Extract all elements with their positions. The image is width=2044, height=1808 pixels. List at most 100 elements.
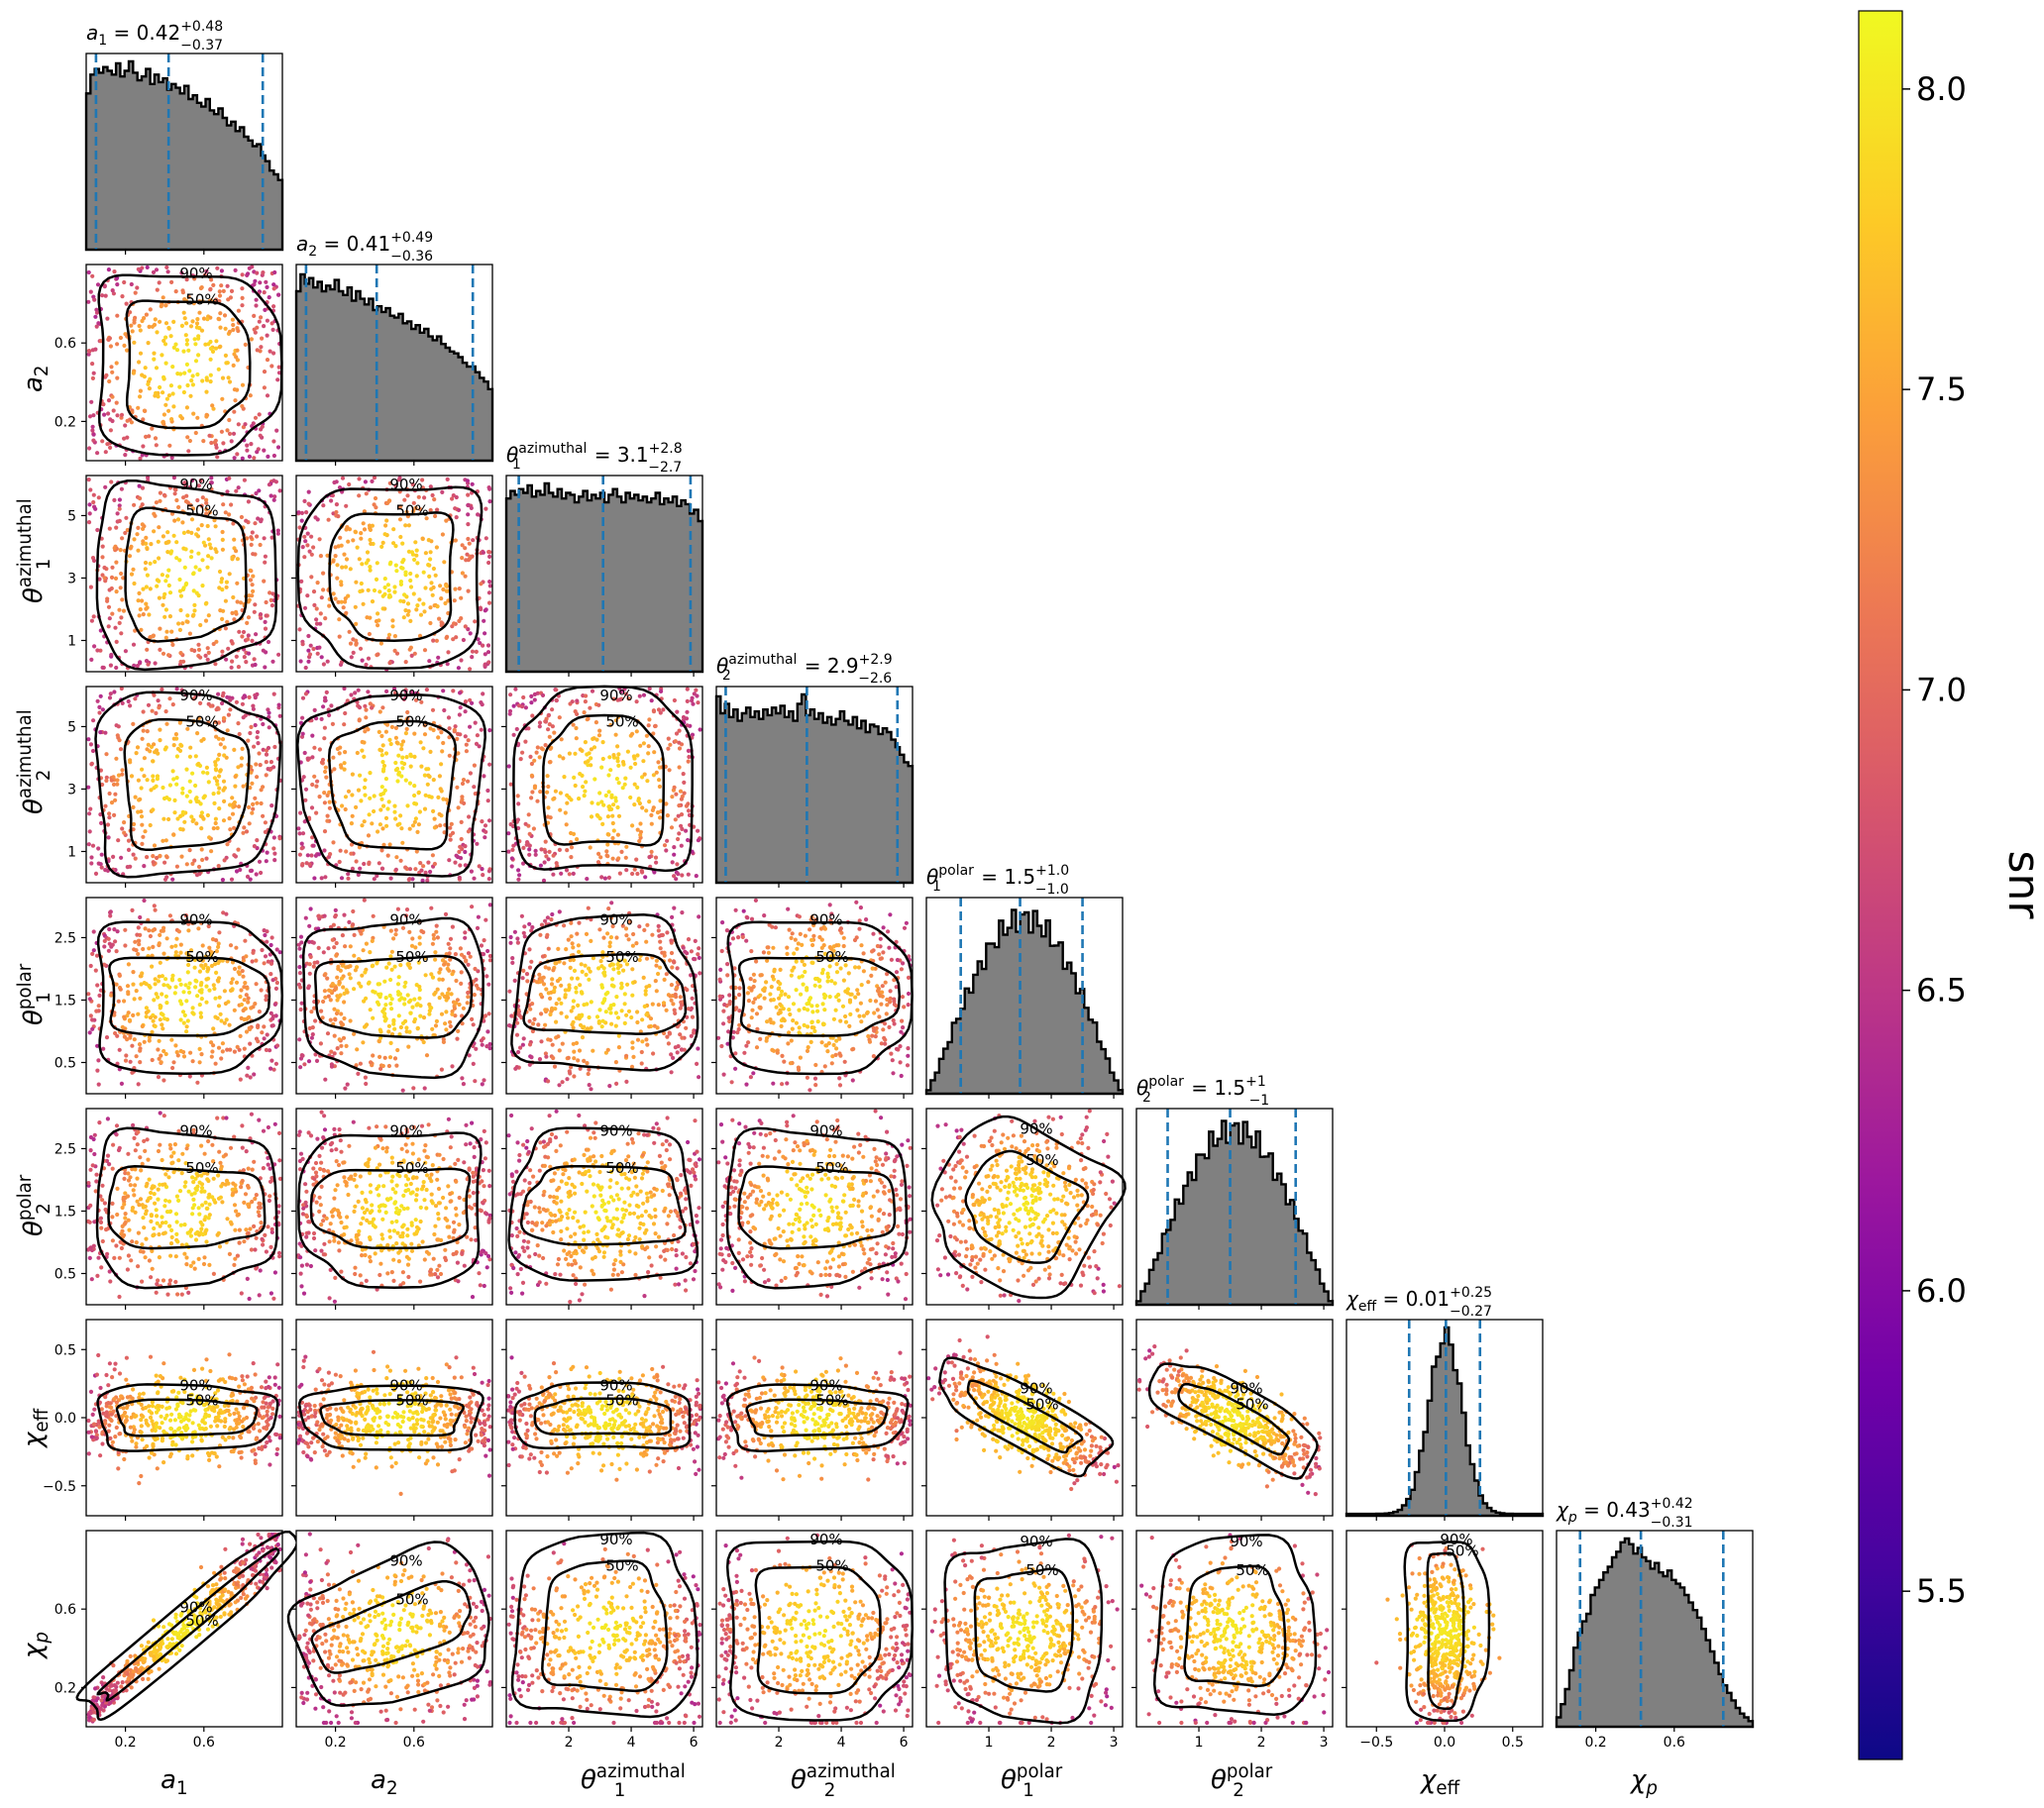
panel-a2-theta1_pol: 90% 50% xyxy=(291,897,493,1099)
panel-title: θpolar 1 = 1.5+1.0 −1.0 xyxy=(926,863,1069,898)
panel-theta2_az-theta2_pol: 90% 50% xyxy=(711,1108,914,1310)
contour-50 xyxy=(1183,1564,1287,1688)
contour-90 xyxy=(97,273,283,457)
panel-theta2_pol-chi_eff: 90%50% xyxy=(1131,1319,1334,1521)
contour-label-90: 90% xyxy=(599,1377,632,1395)
panel-theta1_pol-theta2_pol: 90% 50% xyxy=(921,1108,1127,1310)
x-tick-label: 2 xyxy=(1257,1735,1266,1751)
contour-label-50: 50% xyxy=(185,1612,218,1630)
scatter-points xyxy=(86,898,282,1087)
x-tick-label: 3 xyxy=(1320,1735,1329,1751)
y-tick-label: 1.5 xyxy=(54,1204,76,1220)
x-tick-label: 0.0 xyxy=(1434,1735,1455,1751)
x-tick-label: 6 xyxy=(900,1735,909,1751)
contour-50 xyxy=(522,952,688,1035)
contour-label-90: 90% xyxy=(1440,1531,1472,1548)
contour-50 xyxy=(107,1165,267,1250)
contour-50 xyxy=(964,1149,1090,1264)
panel-a1-a1: a1 = 0.42+0.48 −0.37 xyxy=(84,19,284,255)
contour-label-50: 50% xyxy=(395,1591,428,1609)
x-axis-label-chi_p: χp xyxy=(1629,1765,1658,1799)
colorbar-label: snr xyxy=(1998,851,2044,920)
contour-label-90: 90% xyxy=(1020,1533,1052,1550)
contour-50 xyxy=(319,1399,465,1437)
contour-label-50: 50% xyxy=(815,1556,848,1574)
x-tick-label: 2 xyxy=(565,1735,574,1751)
contour-label-50: 50% xyxy=(1025,1151,1058,1169)
panel-a1-theta2_pol: 90% 50% 0.5 1.5 2.5 xyxy=(54,1108,283,1310)
x-tick-label: 1 xyxy=(985,1735,994,1751)
x-axis-label-theta1_az: θazimuthal 1 xyxy=(581,1761,686,1801)
panel-frame xyxy=(505,897,703,1095)
contour-90 xyxy=(301,916,484,1080)
colorbar-ticks: 5.5 6.0 6.5 7.0 7.5 8.0 xyxy=(1902,70,1967,1610)
panel-a2-theta2_pol: 90% 50% xyxy=(291,1108,493,1310)
x-tick-label: −0.5 xyxy=(1359,1735,1393,1751)
scatter-points xyxy=(1139,1533,1332,1726)
contour-label-90: 90% xyxy=(1020,1120,1052,1138)
x-tick-label: 0.2 xyxy=(1584,1735,1606,1751)
panel-a2-theta2_az: 90%50% xyxy=(291,686,493,888)
contour-label-50: 50% xyxy=(185,948,218,966)
panel-frame xyxy=(85,897,283,1095)
y-tick-label: 5 xyxy=(67,508,76,524)
panel-theta2_az-chi_eff: 90%50% xyxy=(711,1319,914,1521)
panel-frame xyxy=(715,686,914,884)
panel-frame xyxy=(925,1108,1124,1306)
contour-label-90: 90% xyxy=(389,911,422,929)
y-tick-label: 0.5 xyxy=(54,1055,76,1071)
y-axis-label-chi_p: χp xyxy=(19,1632,53,1660)
y-tick-label: 0.5 xyxy=(54,1342,76,1358)
contour-label-50: 50% xyxy=(605,1556,638,1574)
panel-frame xyxy=(505,1530,703,1728)
contour-label-90: 90% xyxy=(179,476,212,493)
contour-label-50: 50% xyxy=(1025,1395,1058,1413)
contour-90 xyxy=(510,1531,699,1719)
panel-frame xyxy=(85,1108,283,1306)
contour-label-50: 50% xyxy=(1236,1561,1268,1579)
contour-label-90: 90% xyxy=(179,911,212,929)
y-tick-label: 1.5 xyxy=(54,993,76,1009)
colorbar: 5.5 6.0 6.5 7.0 7.5 8.0 snr xyxy=(1858,10,2044,1760)
panel-frame xyxy=(715,1530,914,1728)
contour-90 xyxy=(725,1126,909,1290)
panel-background xyxy=(296,1109,492,1305)
contour-90 xyxy=(1152,1534,1318,1716)
contour-90 xyxy=(512,685,694,873)
panel-frame xyxy=(925,1530,1124,1728)
x-tick-label: 3 xyxy=(1110,1735,1119,1751)
x-tick-label: 0.6 xyxy=(193,1735,215,1751)
y-tick-label: 0.6 xyxy=(54,1602,76,1618)
contour-50 xyxy=(737,956,902,1037)
panel-title: θazimuthal 2 = 2.9+2.9 −2.6 xyxy=(716,652,893,687)
panel-theta2_az-theta2_az: θazimuthal 2 = 2.9+2.9 −2.6 xyxy=(714,652,914,888)
contour-label-50: 50% xyxy=(605,1159,638,1177)
y-tick-label: 0.2 xyxy=(54,414,76,430)
contour-50 xyxy=(108,956,271,1037)
contour-label-90: 90% xyxy=(389,1551,422,1569)
contour-label-90: 90% xyxy=(389,1122,422,1140)
panel-theta1_az-chi_p: 90% 50% 2 4 6 xyxy=(501,1530,703,1751)
contour-50 xyxy=(123,717,251,852)
panel-chi_eff-chi_p: 90%50% −0.5 0.0 0.5 xyxy=(1342,1530,1544,1751)
panel-frame xyxy=(295,264,493,462)
colorbar-gradient xyxy=(1858,10,1903,1760)
panel-a1-theta2_az: 90% 50% 1 3 5 xyxy=(67,686,283,888)
contour-50 xyxy=(966,1379,1084,1454)
contour-50 xyxy=(533,1397,673,1436)
y-tick-label: −0.5 xyxy=(43,1479,76,1495)
contour-label-50: 50% xyxy=(185,712,218,730)
contour-label-90: 90% xyxy=(1230,1533,1262,1550)
contour-90 xyxy=(1403,1541,1491,1723)
panel-theta1_az-theta2_az: 90%50% xyxy=(501,685,703,888)
panel-theta1_pol-theta1_pol: θpolar 1 = 1.5+1.0 −1.0 xyxy=(924,863,1125,1099)
panel-theta1_pol-chi_p: 90% 50% 1 2 3 xyxy=(921,1530,1124,1751)
x-tick-label: 0.6 xyxy=(403,1735,425,1751)
y-tick-label: 0.0 xyxy=(54,1411,76,1427)
panel-theta2_pol-chi_p: 90% 50% 1 2 3 xyxy=(1131,1530,1334,1751)
panel-frame xyxy=(295,1530,493,1728)
scatter-points xyxy=(934,1109,1122,1304)
contour-90 xyxy=(95,479,277,672)
